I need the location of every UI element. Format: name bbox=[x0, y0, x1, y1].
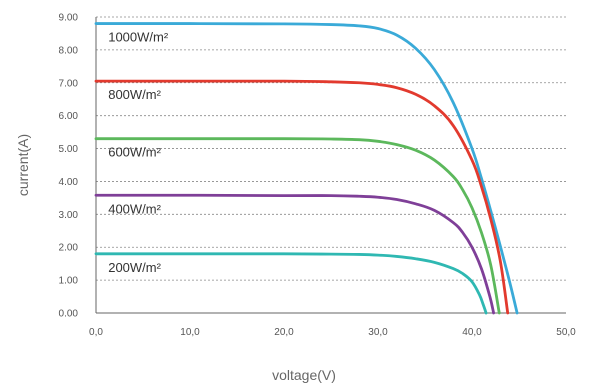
x-tick-labels: 0,0 10,0 20,0 30,0 40,0 50,0 bbox=[89, 327, 576, 338]
x-tick-label: 0,0 bbox=[89, 327, 103, 338]
x-tick-label: 10,0 bbox=[180, 327, 200, 338]
y-tick-label: 5.00 bbox=[59, 144, 79, 155]
series-labels: 1000W/m² 800W/m² 600W/m² 400W/m² 200W/m² bbox=[108, 30, 169, 275]
series-label: 400W/m² bbox=[108, 201, 161, 216]
y-axis-title: current(A) bbox=[15, 134, 31, 196]
x-tick-label: 20,0 bbox=[274, 327, 294, 338]
y-tick-label: 6.00 bbox=[59, 111, 79, 122]
x-tick-label: 40,0 bbox=[462, 327, 482, 338]
series-label: 600W/m² bbox=[108, 145, 161, 160]
y-tick-label: 4.00 bbox=[59, 177, 79, 188]
y-tick-label: 1.00 bbox=[59, 276, 79, 287]
y-tick-label: 3.00 bbox=[59, 210, 79, 221]
y-tick-label: 9.00 bbox=[59, 13, 79, 24]
x-tick-label: 30,0 bbox=[368, 327, 388, 338]
series-line-1 bbox=[94, 79, 510, 315]
axes bbox=[95, 17, 566, 314]
y-tick-label: 2.00 bbox=[59, 243, 79, 254]
x-tick-label: 50,0 bbox=[556, 327, 576, 338]
series-label: 800W/m² bbox=[108, 87, 161, 102]
plot-area bbox=[96, 17, 566, 313]
y-tick-label: 8.00 bbox=[59, 45, 79, 56]
series-line-4 bbox=[94, 252, 488, 315]
series-label: 200W/m² bbox=[108, 260, 161, 275]
y-tick-label: 7.00 bbox=[59, 78, 79, 89]
y-tick-labels: 0.00 1.00 2.00 3.00 4.00 5.00 6.00 7.00 8.00 9.00 bbox=[59, 13, 79, 320]
series-lines bbox=[94, 22, 519, 315]
series-line-2 bbox=[94, 137, 501, 315]
series-line-0 bbox=[94, 22, 519, 315]
x-axis-title: voltage(V) bbox=[272, 367, 336, 383]
y-tick-label: 0.00 bbox=[59, 309, 79, 320]
series-label: 1000W/m² bbox=[108, 30, 169, 45]
series-line-3 bbox=[94, 193, 496, 315]
